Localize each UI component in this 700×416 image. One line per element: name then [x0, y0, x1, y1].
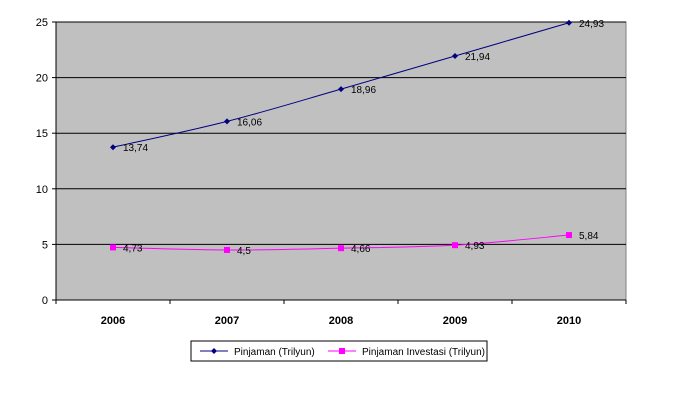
data-label: 18,96: [351, 85, 376, 96]
y-tick-label: 25: [36, 17, 48, 29]
series-2: 4,73 4,5 4,66 4,93 5,84: [110, 231, 599, 257]
y-tick-label: 20: [36, 73, 48, 85]
x-tick-label-2010: 2010: [557, 315, 581, 327]
data-point: [566, 19, 572, 26]
data-point: [224, 246, 230, 253]
x-tick-label-2007: 2007: [215, 315, 239, 327]
legend-label-1: Pinjaman (Trilyun): [234, 347, 315, 358]
data-label: 24,93: [579, 19, 604, 30]
data-point: [338, 245, 344, 252]
x-tick-label-2006: 2006: [101, 315, 125, 327]
y-tick-label: 5: [42, 239, 48, 251]
y-tick-label: 0: [42, 295, 48, 307]
legend-marker-1: [211, 348, 217, 354]
data-point: [452, 242, 458, 249]
data-label: 4,73: [123, 243, 143, 254]
data-label: 13,74: [123, 143, 148, 154]
grid-lines: [56, 21, 626, 245]
data-label: 4,5: [237, 246, 251, 257]
data-point: [224, 118, 230, 125]
x-tick-label-2008: 2008: [329, 315, 353, 327]
series-group: 13,74 16,06 18,96 21,94 24,93 4,73 4,5 4,66 4,93…: [110, 19, 604, 257]
y-tick-label: 15: [36, 128, 48, 140]
data-point: [338, 86, 344, 93]
data-point: [566, 232, 572, 239]
data-point: [110, 244, 116, 251]
y-axis: 0 5 10 15 20 25: [36, 17, 57, 307]
series-1: 13,74 16,06 18,96 21,94 24,93: [110, 19, 604, 154]
legend-label-2: Pinjaman Investasi (Trilyun): [362, 347, 485, 358]
data-label: 4,66: [351, 244, 371, 255]
plot-area: [55, 21, 627, 301]
x-axis: 2006 2007 2008 2009 2010: [55, 299, 627, 327]
x-tick-label-2009: 2009: [443, 315, 467, 327]
data-label: 5,84: [579, 231, 599, 242]
data-label: 16,06: [237, 117, 262, 128]
legend-marker-2: [339, 348, 345, 354]
data-label: 21,94: [465, 52, 490, 63]
data-point: [452, 53, 458, 60]
data-point: [110, 144, 116, 151]
legend: Pinjaman (Trilyun) Pinjaman Investasi (Tr…: [190, 340, 488, 362]
y-tick-label: 10: [36, 184, 48, 196]
data-label: 4,93: [465, 241, 485, 252]
